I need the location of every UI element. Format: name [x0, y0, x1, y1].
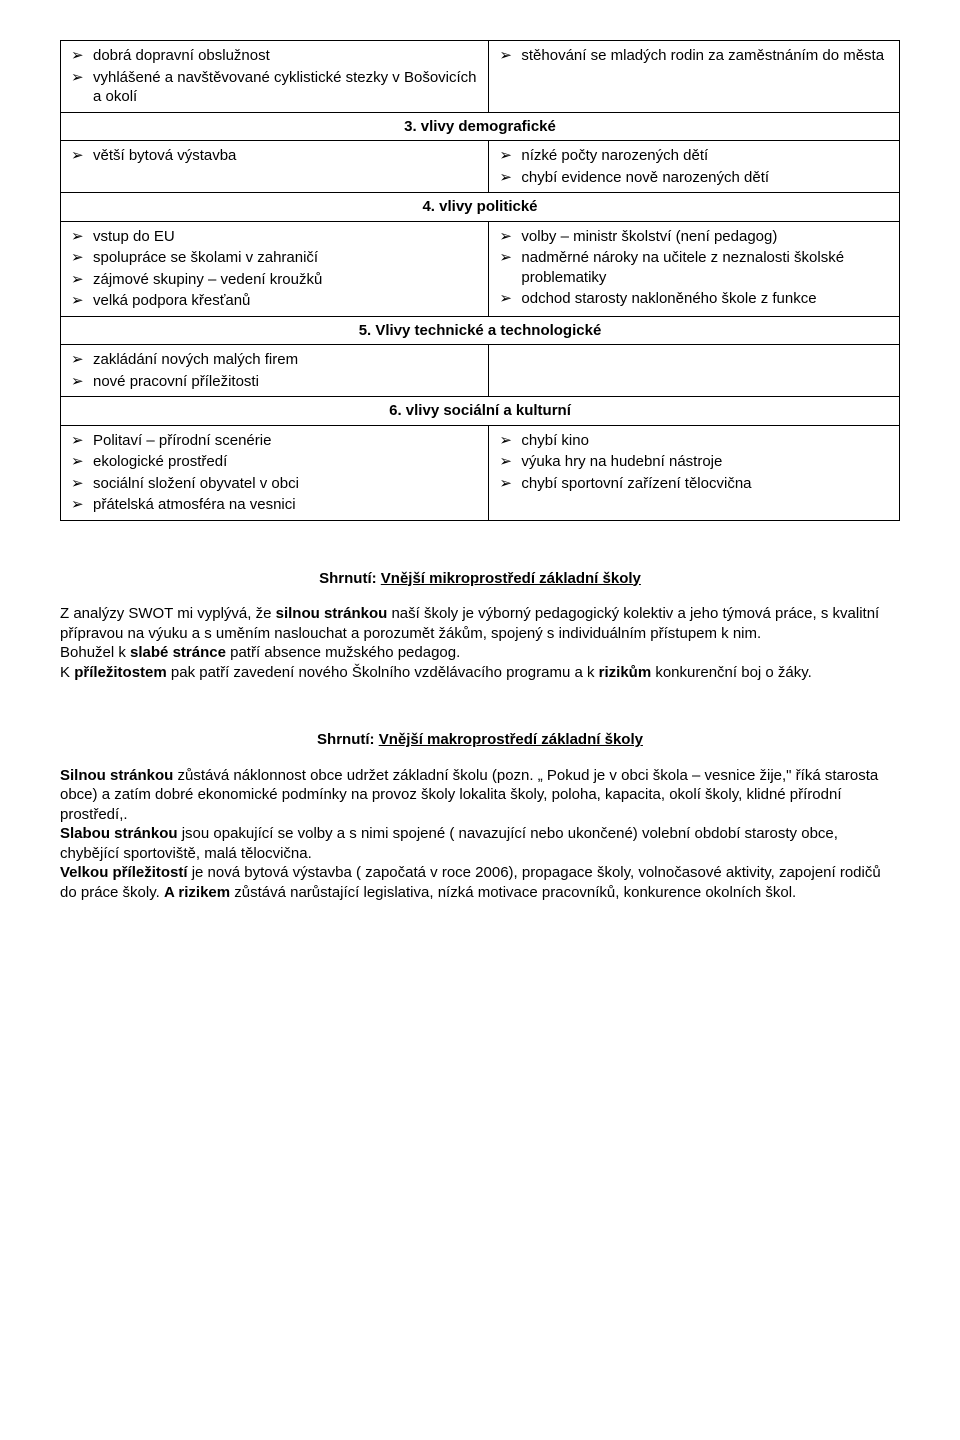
bullet-item: vstup do EU — [93, 226, 482, 248]
s1p3b: příležitostem — [74, 664, 167, 681]
bullet-list: volby – ministr školství (není pedagog)n… — [495, 226, 893, 310]
s1p3c: pak patří zavedení nového Školního vzděl… — [167, 664, 599, 681]
s2p2a: Slabou stránkou — [60, 825, 178, 842]
bullet-list: dobrá dopravní obslužnostvyhlášené a nav… — [67, 45, 482, 108]
summary2-heading: Shrnutí: Vnější makroprostředí základní … — [60, 730, 900, 750]
cell-right — [489, 345, 900, 397]
cell-right: nízké počty narozených dětíchybí evidenc… — [489, 141, 900, 193]
section-header: 6. vlivy sociální a kulturní — [61, 397, 900, 426]
cell-left: dobrá dopravní obslužnostvyhlášené a nav… — [61, 41, 489, 113]
cell-right: chybí kinovýuka hry na hudební nástrojec… — [489, 425, 900, 520]
cell-left: zakládání nových malých firemnové pracov… — [61, 345, 489, 397]
summary2-prefix: Shrnutí: — [317, 731, 379, 748]
bullet-list: větší bytová výstavba — [67, 145, 482, 167]
bullet-item: odchod starosty nakloněného škole z funk… — [521, 288, 893, 310]
bullet-item: volby – ministr školství (není pedagog) — [521, 226, 893, 248]
bullet-item: dobrá dopravní obslužnost — [93, 45, 482, 67]
bullet-item: Politaví – přírodní scenérie — [93, 430, 482, 452]
bullet-item: spolupráce se školami v zahraničí — [93, 247, 482, 269]
bullet-item: vyhlášené a navštěvované cyklistické ste… — [93, 67, 482, 108]
swot-table: dobrá dopravní obslužnostvyhlášené a nav… — [60, 40, 900, 521]
s2p3d: zůstává narůstající legislativa, nízká m… — [230, 884, 796, 901]
s1p3a: K — [60, 664, 74, 681]
section-header: 3. vlivy demografické — [61, 112, 900, 141]
bullet-item: chybí kino — [521, 430, 893, 452]
bullet-list: zakládání nových malých firemnové pracov… — [67, 349, 482, 392]
cell-left: Politaví – přírodní scenérieekologické p… — [61, 425, 489, 520]
bullet-item: nadměrné nároky na učitele z neznalosti … — [521, 247, 893, 288]
bullet-item: velká podpora křesťanů — [93, 290, 482, 312]
cell-right: stěhování se mladých rodin za zaměstnání… — [489, 41, 900, 113]
section-header: 4. vlivy politické — [61, 193, 900, 222]
s1p2c: patří absence mužského pedagog. — [226, 644, 460, 661]
bullet-item: ekologické prostředí — [93, 451, 482, 473]
s1p3d: rizikům — [599, 664, 652, 681]
bullet-item: výuka hry na hudební nástroje — [521, 451, 893, 473]
summary1-title: Vnější mikroprostředí základní školy — [381, 570, 641, 587]
bullet-item: chybí sportovní zařízení tělocvična — [521, 473, 893, 495]
summary2-paragraph: Silnou stránkou zůstává náklonnost obce … — [60, 766, 900, 903]
bullet-item: zájmové skupiny – vedení kroužků — [93, 269, 482, 291]
s2p1a: Silnou stránkou — [60, 767, 173, 784]
section-header: 5. Vlivy technické a technologické — [61, 316, 900, 345]
bullet-list: Politaví – přírodní scenérieekologické p… — [67, 430, 482, 516]
cell-right: volby – ministr školství (není pedagog)n… — [489, 221, 900, 316]
s2p3c: A rizikem — [164, 884, 230, 901]
bullet-item: větší bytová výstavba — [93, 145, 482, 167]
bullet-list: vstup do EUspolupráce se školami v zahra… — [67, 226, 482, 312]
s1p2b: slabé stránce — [130, 644, 226, 661]
bullet-item: zakládání nových malých firem — [93, 349, 482, 371]
cell-left: vstup do EUspolupráce se školami v zahra… — [61, 221, 489, 316]
summary2-title: Vnější makroprostředí základní školy — [379, 731, 643, 748]
s1p3e: konkurenční boj o žáky. — [651, 664, 812, 681]
bullet-item: nízké počty narozených dětí — [521, 145, 893, 167]
s1p1b: silnou stránkou — [276, 605, 388, 622]
bullet-list: stěhování se mladých rodin za zaměstnání… — [495, 45, 893, 67]
summary1-prefix: Shrnutí: — [319, 570, 381, 587]
bullet-list: chybí kinovýuka hry na hudební nástrojec… — [495, 430, 893, 495]
bullet-item: chybí evidence nově narozených dětí — [521, 167, 893, 189]
cell-left: větší bytová výstavba — [61, 141, 489, 193]
s1p2a: Bohužel k — [60, 644, 130, 661]
bullet-item: stěhování se mladých rodin za zaměstnání… — [521, 45, 893, 67]
s2p2b: jsou opakující se volby a s nimi spojené… — [60, 825, 838, 862]
bullet-item: přátelská atmosféra na vesnici — [93, 494, 482, 516]
summary1-heading: Shrnutí: Vnější mikroprostředí základní … — [60, 569, 900, 589]
s2p1b: zůstává náklonnost obce udržet základní … — [60, 767, 878, 823]
bullet-list: nízké počty narozených dětíchybí evidenc… — [495, 145, 893, 188]
s1p1a: Z analýzy SWOT mi vyplývá, že — [60, 605, 276, 622]
bullet-item: nové pracovní příležitosti — [93, 371, 482, 393]
s2p3a: Velkou příležitostí — [60, 864, 188, 881]
summary1-paragraph: Z analýzy SWOT mi vyplývá, že silnou str… — [60, 604, 900, 682]
bullet-item: sociální složení obyvatel v obci — [93, 473, 482, 495]
